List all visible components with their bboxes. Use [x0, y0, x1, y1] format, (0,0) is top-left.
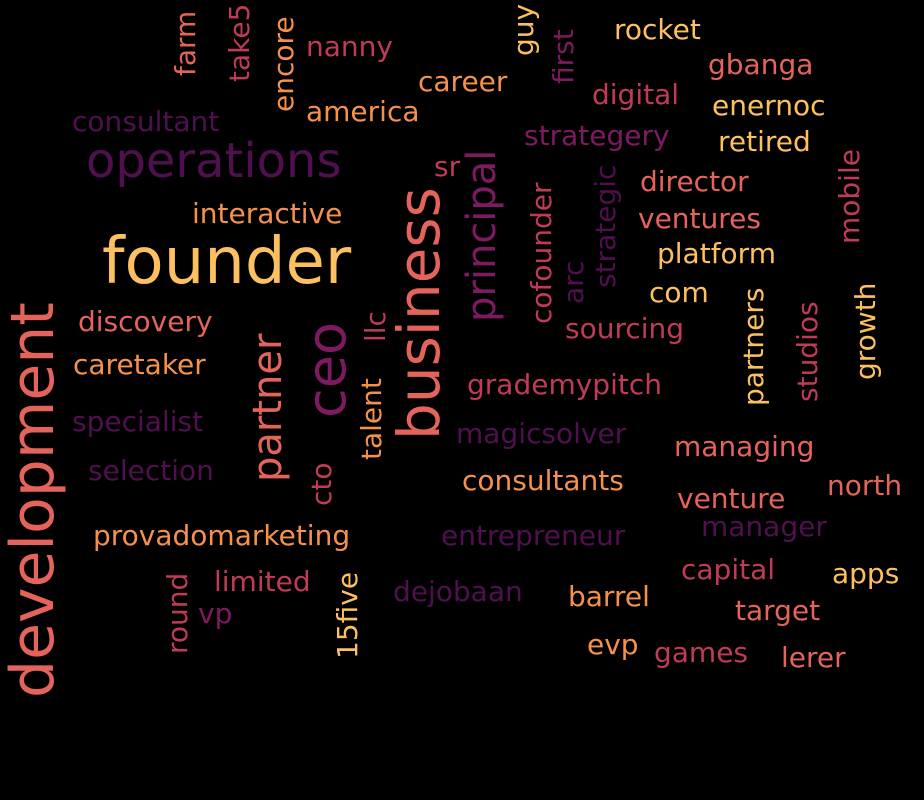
word-arc: arc	[557, 260, 590, 304]
word-sr: sr	[434, 150, 461, 183]
word-venture: venture	[677, 482, 786, 515]
word-grademypitch: grademypitch	[467, 368, 662, 401]
word-llc: llc	[359, 311, 392, 342]
word-interactive: interactive	[192, 197, 343, 230]
word-north: north	[827, 469, 903, 502]
word-guy: guy	[507, 3, 540, 56]
word-dejobaan: dejobaan	[393, 575, 523, 608]
word-round: round	[161, 572, 194, 654]
word-digital: digital	[592, 78, 680, 111]
word-take5: take5	[223, 3, 256, 82]
word-farm: farm	[169, 10, 202, 76]
word-provadomarketing: provadomarketing	[93, 519, 351, 552]
word-specialist: specialist	[72, 405, 204, 438]
word-encore: encore	[267, 16, 300, 112]
word-partners: partners	[737, 287, 770, 407]
word-lerer: lerer	[781, 641, 846, 674]
word-founder: founder	[102, 225, 352, 299]
word-discovery: discovery	[78, 305, 213, 338]
word-entrepreneur: entrepreneur	[441, 519, 626, 552]
word-caretaker: caretaker	[73, 348, 206, 381]
word-cofounder: cofounder	[525, 182, 558, 324]
word-studios: studios	[791, 301, 824, 402]
word-platform: platform	[657, 237, 776, 270]
word-enernoc: enernoc	[712, 89, 826, 122]
word-talent: talent	[355, 378, 388, 460]
word-apps: apps	[832, 557, 900, 590]
word-managing: managing	[674, 430, 815, 463]
word-development: development	[0, 302, 68, 698]
word-capital: capital	[681, 553, 776, 586]
word-career: career	[418, 65, 508, 98]
word-cto: cto	[305, 462, 338, 506]
word-games: games	[654, 636, 749, 669]
word-sourcing: sourcing	[565, 312, 685, 345]
word-ventures: ventures	[638, 202, 761, 235]
word-target: target	[735, 594, 821, 627]
word-mobile: mobile	[833, 149, 866, 244]
word-first: first	[547, 29, 580, 84]
word-nanny: nanny	[306, 30, 393, 63]
word-principal: principal	[459, 149, 505, 322]
word-consultant: consultant	[72, 105, 220, 138]
word-15five: 15five	[331, 571, 364, 659]
word-evp: evp	[587, 628, 639, 661]
word-rocket: rocket	[614, 13, 701, 46]
word-partner: partner	[245, 333, 291, 482]
word-selection: selection	[88, 454, 214, 487]
word-growth: growth	[849, 282, 882, 380]
word-barrel: barrel	[568, 580, 650, 613]
word-vp: vp	[198, 597, 233, 630]
word-director: director	[640, 165, 749, 198]
word-ceo: ceo	[295, 322, 358, 418]
word-retired: retired	[718, 125, 811, 158]
word-manager: manager	[701, 510, 827, 543]
word-america: america	[306, 95, 420, 128]
word-gbanga: gbanga	[708, 48, 814, 81]
word-operations: operations	[86, 133, 342, 189]
word-com: com	[649, 276, 709, 309]
word-business: business	[385, 187, 453, 440]
word-magicsolver: magicsolver	[456, 417, 627, 450]
word-limited: limited	[214, 565, 311, 598]
word-consultants: consultants	[462, 464, 624, 497]
word-strategery: strategery	[524, 119, 670, 152]
word-strategic: strategic	[589, 164, 622, 288]
